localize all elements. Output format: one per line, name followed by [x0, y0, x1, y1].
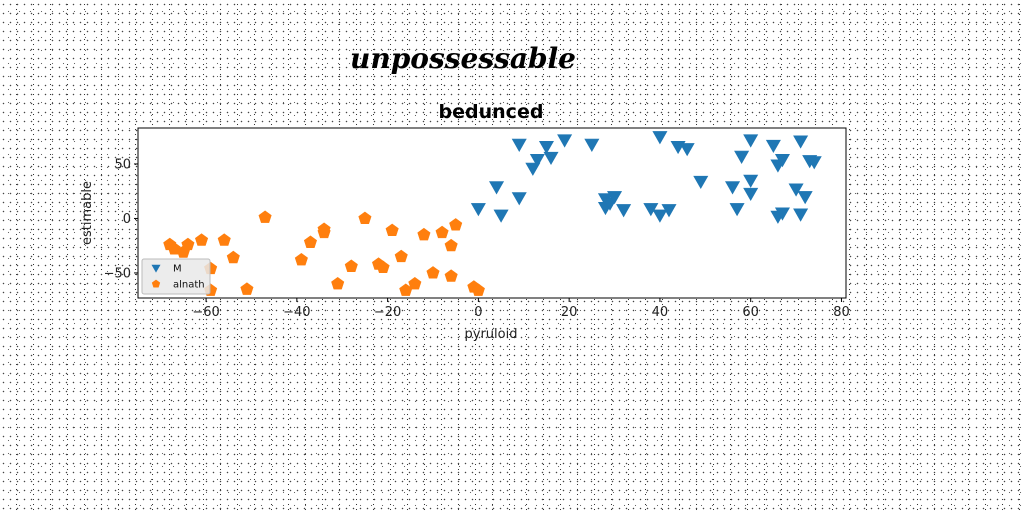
series-alnath-point [376, 260, 390, 274]
data-markers [163, 131, 822, 296]
series-m-point [511, 192, 527, 206]
series-alnath-point [449, 218, 463, 231]
y-tick-label: 50 [114, 157, 131, 172]
legend-marker [151, 279, 161, 288]
legend-label: M [173, 264, 182, 275]
series-m-point [806, 156, 822, 170]
series-alnath-point [385, 223, 399, 236]
y-axis-ticks: −50 0 50 [104, 157, 138, 281]
series-m-point [557, 134, 573, 148]
series-m-point [793, 135, 809, 149]
series-m-point [616, 204, 632, 218]
figure-suptitle: unpossessable [350, 42, 576, 75]
series-m-point [743, 174, 759, 188]
x-tick-label: 0 [474, 305, 482, 320]
series-m-point [743, 134, 759, 148]
series-m-point [729, 203, 745, 217]
series-alnath-point [303, 235, 317, 248]
series-alnath-point [358, 211, 372, 225]
series-m-point [725, 181, 741, 195]
y-tick-label: 0 [123, 212, 131, 227]
x-tick-label: 60 [742, 305, 759, 320]
series-alnath-point [471, 283, 485, 296]
series-m-point [774, 207, 790, 221]
series-m-point [543, 151, 559, 166]
series-alnath-point [444, 269, 458, 282]
x-tick-label: 40 [652, 305, 669, 320]
series-alnath-point [331, 276, 345, 290]
series-alnath-point [258, 210, 272, 223]
series-m-point [493, 209, 509, 223]
series-m-point [470, 203, 486, 217]
series-m-point [661, 204, 677, 218]
x-tick-label: 20 [561, 305, 578, 320]
series-m-point [743, 187, 759, 201]
series-alnath-point [408, 276, 422, 290]
series-alnath-point [317, 222, 331, 235]
series-m-point [607, 191, 623, 205]
x-tick-label: −60 [192, 305, 219, 320]
plot-area [137, 127, 847, 299]
series-alnath-point [181, 237, 195, 251]
series-alnath-point [435, 225, 449, 239]
series-m-point [734, 150, 750, 164]
y-axis-label: estimable [80, 181, 95, 245]
series-m-point [765, 139, 781, 154]
series-alnath-point [394, 249, 408, 263]
series-m-point [793, 208, 809, 222]
series-alnath-point [417, 227, 431, 241]
series-m-point [643, 203, 659, 217]
x-axis-ticks: −60 −40 −20 0 20 40 60 80 [192, 298, 850, 320]
series-alnath-point [444, 238, 458, 252]
chart-title: bedunced [439, 101, 544, 123]
series-m-point [693, 175, 709, 190]
x-tick-label: 80 [833, 305, 850, 320]
series-m-point [529, 154, 545, 168]
series-m-point [584, 138, 600, 152]
series-m-point [797, 191, 813, 205]
legend-label: alnath [173, 280, 205, 291]
series-m-point [489, 181, 505, 195]
series-m-point [679, 143, 695, 157]
series-alnath-point [294, 252, 308, 266]
series-alnath-point [426, 266, 440, 279]
x-tick-label: −40 [283, 305, 310, 320]
series-m-point [774, 154, 790, 168]
x-tick-label: −20 [374, 305, 401, 320]
series-m-point [525, 162, 541, 176]
legend-marker [151, 264, 161, 273]
series-m-point [652, 209, 668, 223]
series-m-point [511, 138, 527, 152]
series-m-point [538, 140, 554, 155]
x-axis-label: pyruloid [465, 327, 518, 342]
series-m-point [788, 183, 804, 197]
series-alnath-point [195, 233, 209, 246]
series-alnath-point [344, 259, 358, 272]
y-tick-label: −50 [104, 266, 131, 281]
series-m-point [652, 131, 668, 145]
series-alnath-point [226, 250, 240, 264]
series-alnath-point [217, 233, 231, 246]
series-alnath-point [240, 282, 254, 295]
